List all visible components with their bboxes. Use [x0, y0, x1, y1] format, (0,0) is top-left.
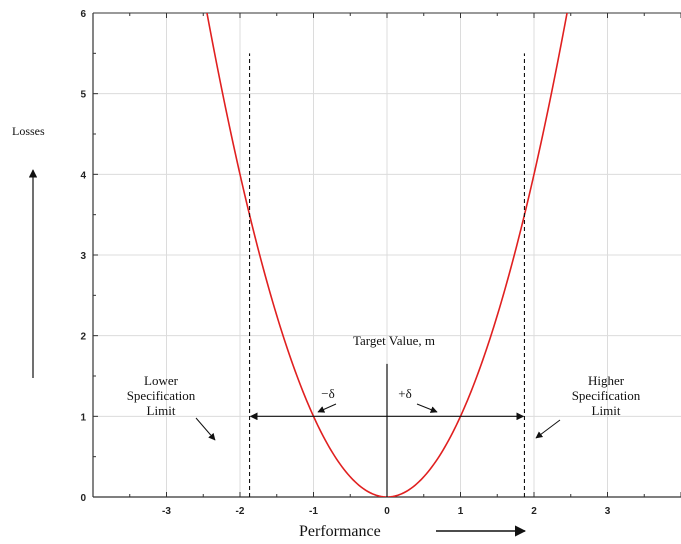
y-tick-label: 0: [80, 493, 86, 504]
higher-spec-label: Higher: [588, 373, 625, 388]
target-value-label: Target Value, m: [353, 333, 435, 348]
axis-titles: Losses Performance: [12, 124, 527, 540]
higher-spec-label: Limit: [592, 403, 621, 418]
x-tick-label: 3: [605, 506, 611, 517]
x-tick-label: 0: [384, 506, 390, 517]
x-axis-title: Performance: [299, 523, 381, 540]
lower-spec-label: Specification: [127, 388, 196, 403]
chart-marks: [206, 13, 568, 497]
higher-spec-label: Specification: [572, 388, 641, 403]
y-tick-label: 5: [80, 90, 86, 101]
y-tick-label: 2: [80, 332, 86, 343]
loss-curve: [206, 13, 568, 497]
lower-spec-label: Limit: [147, 403, 176, 418]
lower-spec-label: Lower: [144, 373, 179, 388]
y-tick-label: 6: [80, 9, 86, 20]
x-tick-label: -2: [236, 506, 245, 517]
plus-delta-label: +δ: [398, 386, 411, 401]
minus-delta-pointer: [317, 403, 337, 413]
y-tick-label: 3: [80, 251, 86, 262]
minus-delta-label: −δ: [321, 386, 334, 401]
y-tick-label: 4: [80, 170, 86, 181]
lower-spec-pointer: [195, 417, 216, 441]
plus-delta-pointer: [416, 403, 438, 413]
y-tick-label: 1: [80, 412, 86, 423]
x-tick-label: 2: [531, 506, 537, 517]
annotations: Target Value, m−δ +δLowerSpecificationLim…: [127, 333, 641, 441]
y-axis-title: Losses: [12, 124, 45, 138]
x-tick-label: -3: [162, 506, 171, 517]
x-tick-label: 1: [458, 506, 464, 517]
higher-spec-pointer: [535, 419, 561, 439]
x-tick-label: -1: [309, 506, 318, 517]
tick-labels: -3 -2 -1 0 1 2 3 0 1 2 3 4 5 6: [80, 9, 610, 517]
